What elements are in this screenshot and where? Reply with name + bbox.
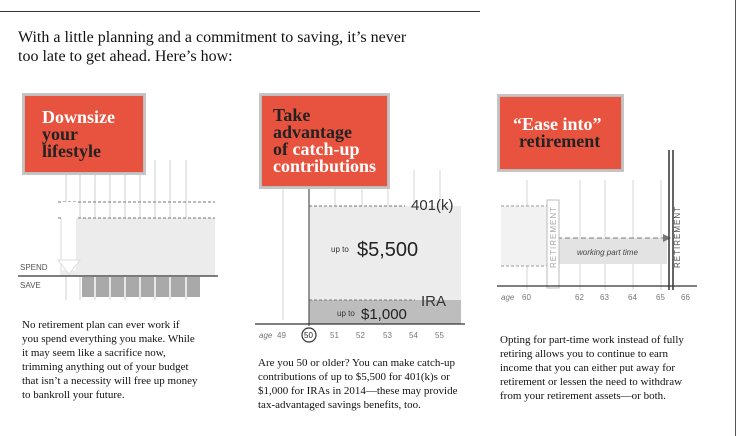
catch-up-graphic: 401(k) up to $5,500 IRA up to $1,000 age… [255,150,465,343]
upto-small-2: up to [337,309,355,318]
upto-small-1: up to [331,245,349,254]
axis-age-label: age [501,293,515,302]
ease-into-title-line-2: retirement [519,131,601,151]
tick-label: 52 [356,331,365,340]
right-rule [735,0,736,436]
label-ira: IRA [421,293,446,310]
downsize-body-line: No retirement plan can ever work if [22,319,180,331]
ease-into-body-line: retiring allows you to continue to earn [500,348,669,360]
save-label: SAVE [20,281,41,290]
catch-up-title-line-4: contributions [273,156,377,176]
tick-label: 66 [681,293,690,302]
intro-line-2: too late to get ahead. Here’s how: [18,48,233,65]
ease-into-title-box: “Ease into” retirement [497,94,624,172]
catch-up-body-line: Are you 50 or older? You can make catch-… [258,357,456,369]
ease-into-body-line: income that you can either put away for [500,362,676,374]
downsize-title-box: Downsize your lifestyle [22,93,146,175]
ease-into-body-line: retirement or lessen the need to withdra… [500,376,683,388]
tick-label: 49 [277,331,286,340]
downsize-title-line-2: your [42,124,78,144]
ease-into-body-line: from your retirement assets—or both. [500,390,666,402]
downsize-title-line-3: lifestyle [42,141,101,161]
label-401k: 401(k) [411,197,454,214]
intro-line-1: With a little planning and a commitment … [18,29,407,46]
catch-up-body-line: contributions of up to $5,500 for 401(k)… [258,371,450,383]
tick-label: 51 [330,331,339,340]
downsize-body-line: you spend everything you make. While [22,333,195,345]
catch-up-body-line: $1,000 for IRAs in 2014—these may provid… [258,385,458,397]
downsize-title-line-1: Downsize [42,107,115,127]
ease-into-retirement-graphic: RETIREMENT RETIREMENT working part time … [497,150,697,302]
tick-label: 55 [435,331,444,340]
spend-label: SPEND [20,263,48,272]
tick-label: 60 [522,293,531,302]
catch-up-title-line-3b: catch-up [292,139,360,159]
downsize-body-line: that isn’t a necessity will free up mone… [22,375,198,387]
tick-label: 53 [383,331,392,340]
catch-up-title-line-1: Take [273,105,311,125]
downsize-body-line: it may seem like a sacrifice now, [22,347,166,359]
catch-up-title-line-3a: of [273,139,293,159]
catch-up-body: Are you 50 or older? You can make catch-… [258,356,473,412]
downsize-body: No retirement plan can ever work if you … [22,318,222,402]
downsize-body-line: trimming anything out of your budget [22,361,189,373]
catch-up-body-line: tax-advantaged savings benefits, too. [258,399,421,411]
age-50-marker [301,327,317,343]
working-part-time-label: working part time [577,248,638,257]
intro-text: With a little planning and a commitment … [18,28,458,66]
tick-label: 64 [628,293,637,302]
retirement-label-left: RETIREMENT [549,206,558,268]
tick-label: 50 [304,331,313,340]
ease-into-title-line-1: “Ease into” [513,114,602,134]
tick-label: 65 [656,293,665,302]
amount-5500: $5,500 [357,239,418,261]
catch-up-title-box: Take advantage of catch-up contributions [259,93,390,189]
tick-label: 63 [600,293,609,302]
top-rule [0,11,480,12]
ease-into-body: Opting for part-time work instead of ful… [500,333,720,403]
downsize-body-line: to bankroll your future. [22,389,125,401]
axis-age-label: age [259,331,273,340]
downsize-graphic: SPEND SAVE [18,160,218,300]
retirement-label-right: RETIREMENT [673,206,682,268]
catch-up-title-line-2: advantage [273,122,353,142]
tick-label: 54 [409,331,418,340]
amount-1000: $1,000 [361,306,407,323]
tick-label: 62 [575,293,584,302]
ease-into-body-line: Opting for part-time work instead of ful… [500,334,684,346]
